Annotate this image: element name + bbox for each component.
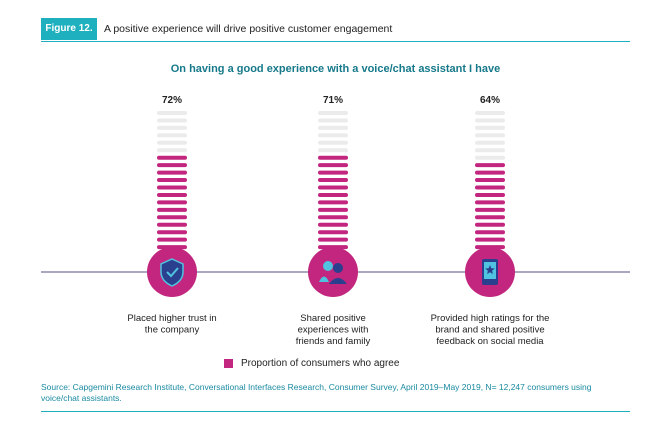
legend-swatch	[224, 359, 233, 368]
bar-3	[475, 111, 505, 257]
bar-segment-empty	[475, 148, 505, 153]
bar-1	[157, 111, 187, 257]
bar-segment-filled	[318, 155, 348, 160]
figure-header: Figure 12. A positive experience will dr…	[41, 18, 630, 42]
value-label: 64%	[480, 95, 500, 106]
bar-segment-filled	[157, 170, 187, 175]
bar-segment-filled	[318, 215, 348, 220]
header-divider	[41, 41, 630, 42]
footer-divider	[41, 411, 630, 412]
bar-segment-empty	[475, 118, 505, 123]
bar-segment-empty	[475, 125, 505, 130]
bar-segment-empty	[475, 155, 505, 160]
bar-segment-filled	[157, 207, 187, 212]
bar-segment-filled	[157, 230, 187, 235]
bar-segment-filled	[157, 200, 187, 205]
bar-segment-filled	[475, 178, 505, 183]
category-label: brand and shared positive	[435, 325, 544, 336]
bar-segment-filled	[157, 222, 187, 227]
bar-segment-filled	[475, 237, 505, 242]
legend-label: Proportion of consumers who agree	[241, 358, 400, 369]
bar-segment-filled	[318, 230, 348, 235]
bar-segment-filled	[475, 185, 505, 190]
bar-segment-filled	[318, 192, 348, 197]
figure-title: A positive experience will drive positiv…	[104, 23, 393, 35]
category-label: feedback on social media	[436, 336, 544, 347]
bar-segment-filled	[157, 192, 187, 197]
bar-segment-filled	[318, 200, 348, 205]
value-label: 71%	[323, 95, 343, 106]
bar-segment-filled	[157, 163, 187, 168]
figure-badge: Figure 12.	[41, 18, 97, 40]
bar-segment-empty	[318, 133, 348, 138]
bar-segment-empty	[475, 111, 505, 115]
bar-segment-filled	[475, 170, 505, 175]
legend: Proportion of consumers who agree	[224, 358, 399, 369]
bar-segment-filled	[475, 192, 505, 197]
bar-segment-empty	[157, 133, 187, 138]
category-label: Provided high ratings for the	[431, 313, 550, 324]
shield-check-icon	[147, 247, 197, 297]
bar-segment-empty	[318, 111, 348, 115]
phone-star-icon	[465, 247, 515, 297]
bar-segment-empty	[157, 125, 187, 130]
bar-segment-empty	[475, 133, 505, 138]
bar-segment-empty	[157, 148, 187, 153]
bar-segment-filled	[475, 230, 505, 235]
bar-segment-filled	[475, 215, 505, 220]
bar-segment-filled	[157, 155, 187, 160]
people-icon	[308, 247, 358, 297]
bar-segment-empty	[157, 118, 187, 123]
bar-segment-filled	[157, 178, 187, 183]
bar-segment-empty	[318, 125, 348, 130]
category-label: experiences with	[298, 325, 369, 336]
bar-segment-empty	[318, 118, 348, 123]
category-label: Shared positive	[300, 313, 365, 324]
bar-segment-filled	[157, 185, 187, 190]
bar-segment-filled	[475, 207, 505, 212]
bar-segment-filled	[157, 237, 187, 242]
bar-segment-filled	[318, 237, 348, 242]
category-label: Placed higher trust in	[127, 313, 216, 324]
bar-segment-empty	[318, 148, 348, 153]
bar-segment-filled	[475, 222, 505, 227]
category-label: the company	[145, 325, 200, 336]
bar-segment-filled	[318, 178, 348, 183]
bar-segment-filled	[318, 185, 348, 190]
bar-segment-filled	[475, 200, 505, 205]
bar-segment-filled	[475, 163, 505, 168]
bar-segment-filled	[318, 170, 348, 175]
bar-segment-filled	[318, 222, 348, 227]
value-label: 72%	[162, 95, 182, 106]
bar-segment-empty	[157, 111, 187, 115]
bar-segment-filled	[157, 215, 187, 220]
category-label: friends and family	[296, 336, 371, 347]
bar-segment-filled	[318, 163, 348, 168]
bar-segment-empty	[318, 140, 348, 145]
bar-segment-empty	[157, 140, 187, 145]
source-note: Source: Capgemini Research Institute, Co…	[41, 382, 592, 403]
bar-segment-filled	[318, 207, 348, 212]
bar-segment-empty	[475, 140, 505, 145]
bar-2	[318, 111, 348, 257]
chart-title: On having a good experience with a voice…	[170, 63, 501, 75]
